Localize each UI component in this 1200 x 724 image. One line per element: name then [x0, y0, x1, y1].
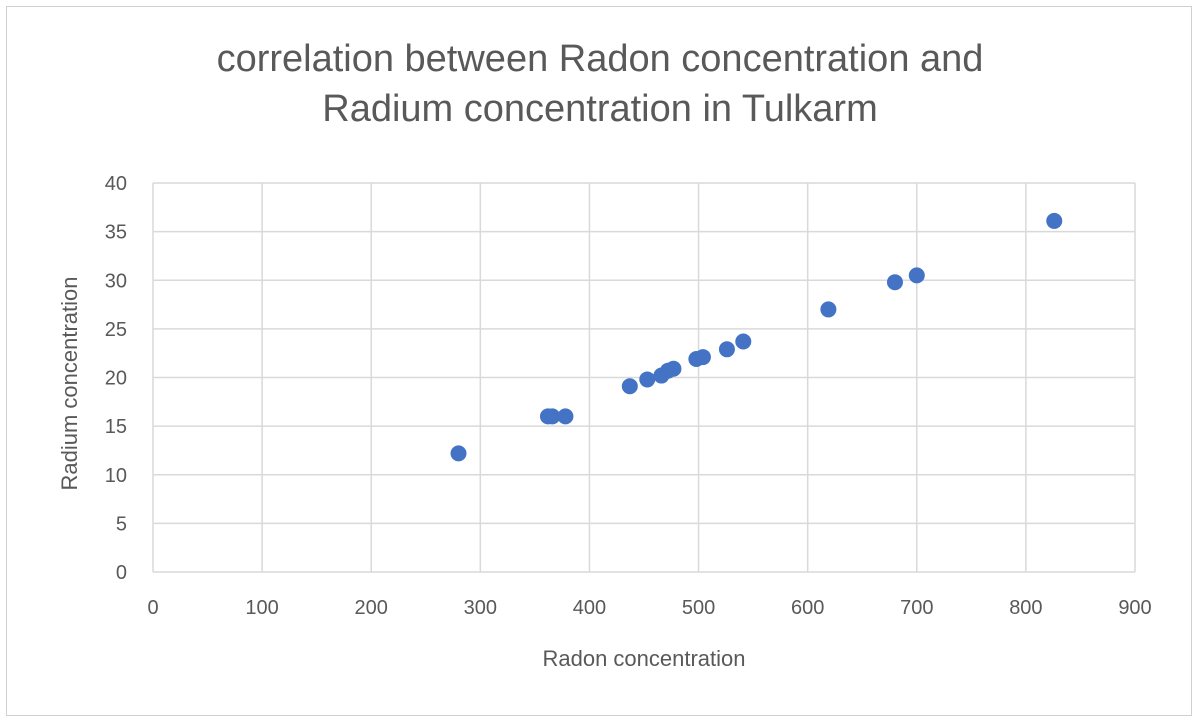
data-point	[544, 408, 561, 425]
chart-title-line-1: correlation between Radon concentration …	[216, 38, 984, 80]
x-tick-label: 300	[464, 597, 497, 619]
x-tick-label: 800	[1009, 597, 1042, 619]
data-point	[886, 274, 903, 291]
data-point	[621, 378, 638, 395]
chart-title-line-2: Radium concentration in Tulkarm	[322, 88, 878, 130]
x-tick-labels: 0 100 200 300 400 500 600 700 800 900	[147, 597, 1151, 619]
data-point	[1046, 212, 1063, 229]
y-tick-label: 0	[116, 562, 127, 584]
gridlines	[152, 182, 1136, 573]
y-tick-label: 35	[105, 222, 127, 244]
x-tick-label: 0	[147, 597, 158, 619]
x-tick-label: 400	[573, 597, 606, 619]
y-tick-label: 5	[116, 513, 127, 535]
x-tick-label: 700	[900, 597, 933, 619]
data-point	[820, 301, 837, 318]
chart-title: correlation between Radon concentration …	[0, 34, 1200, 134]
data-point	[450, 445, 467, 462]
x-tick-label: 200	[355, 597, 388, 619]
y-tick-label: 10	[105, 465, 127, 487]
y-tick-label: 25	[105, 319, 127, 341]
data-point	[665, 360, 682, 377]
y-tick-label: 40	[105, 173, 127, 195]
y-tick-label: 15	[105, 416, 127, 438]
data-points	[450, 212, 1063, 462]
y-tick-labels: 0 5 10 15 20 25 30 35 40	[105, 173, 127, 584]
y-axis-title: Radium concentration	[57, 276, 82, 490]
data-point	[908, 267, 925, 284]
y-tick-label: 30	[105, 270, 127, 292]
data-point	[557, 408, 574, 425]
y-tick-label: 20	[105, 368, 127, 390]
data-point	[735, 333, 752, 350]
data-point	[694, 349, 711, 366]
data-point	[718, 341, 735, 358]
x-tick-label: 600	[791, 597, 824, 619]
data-point	[639, 371, 656, 388]
chart-frame	[6, 6, 1192, 716]
x-tick-label: 500	[682, 597, 715, 619]
x-tick-label: 100	[245, 597, 278, 619]
x-tick-label: 900	[1118, 597, 1151, 619]
x-axis-title: Radon concentration	[542, 646, 745, 671]
